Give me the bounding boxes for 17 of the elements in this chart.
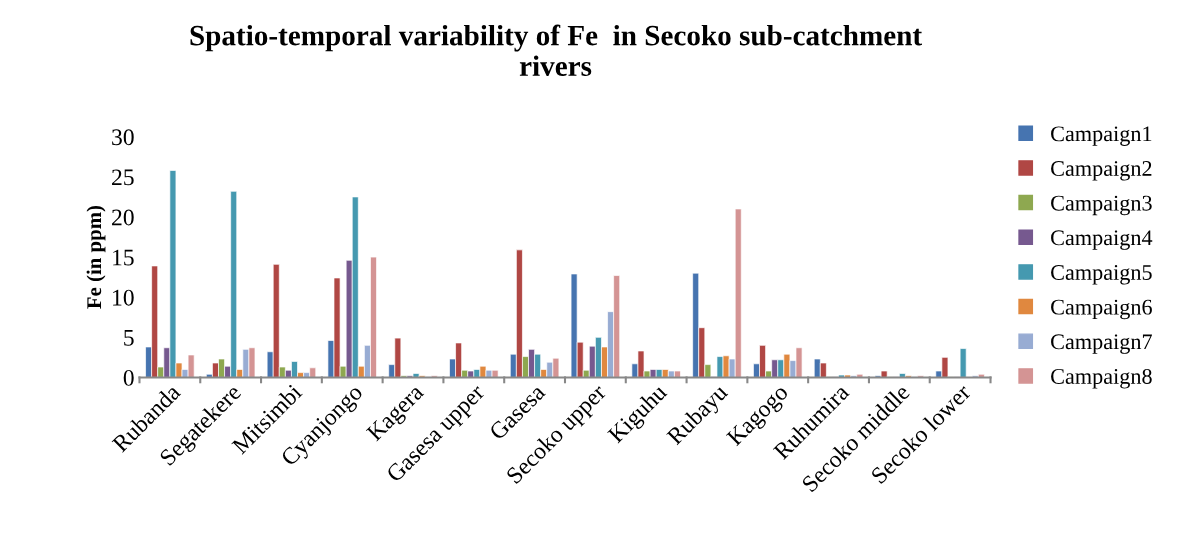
y-tick-label: 10 bbox=[113, 289, 134, 306]
y-tick-label: 20 bbox=[112, 209, 134, 226]
y-axis-title: Fe (in ppm) bbox=[86, 205, 106, 309]
legend-label: Campaign8 bbox=[1051, 368, 1152, 389]
legend-label: Campaign4 bbox=[1051, 230, 1153, 250]
legend-label: Campaign5 bbox=[1051, 265, 1152, 285]
chart-title: Spatio-temporal variability of Fe in Secoko sub-catchment rivers bbox=[190, 24, 922, 77]
y-tick-label: 25 bbox=[112, 169, 134, 186]
legend-label: Campaign6 bbox=[1051, 299, 1152, 320]
legend-label: Campaign1 bbox=[1051, 126, 1152, 146]
y-tick-label: 15 bbox=[113, 249, 134, 266]
y-tick-label: 30 bbox=[112, 129, 134, 146]
y-tick-label: 0 bbox=[123, 369, 134, 386]
legend-label: Campaign3 bbox=[1051, 195, 1152, 216]
legend-label: Campaign2 bbox=[1051, 161, 1152, 181]
legend-label: Campaign7 bbox=[1051, 334, 1152, 354]
y-tick-label: 5 bbox=[124, 330, 134, 346]
